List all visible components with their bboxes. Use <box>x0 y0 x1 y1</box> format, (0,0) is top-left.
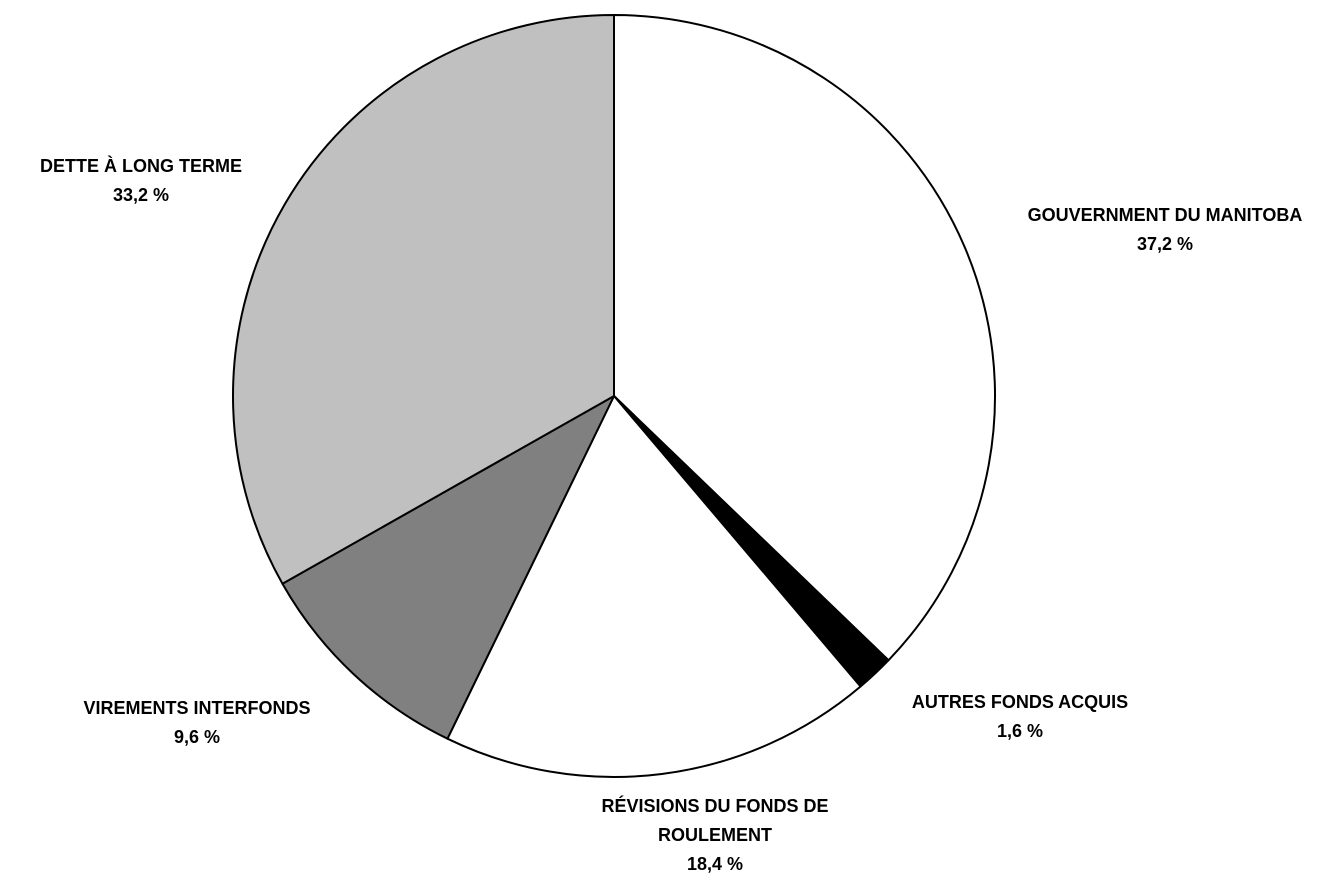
slice-label-dette-a-long-terme: DETTE À LONG TERME 33,2 % <box>40 155 242 205</box>
slice-label-line: VIREMENTS INTERFONDS <box>83 698 310 718</box>
slice-label-line: GOUVERNMENT DU MANITOBA <box>1028 205 1303 225</box>
pie-slice-gouvernment-du-manitoba <box>613 14 996 662</box>
slice-label-gouvernment-du-manitoba: GOUVERNMENT DU MANITOBA 37,2 % <box>1028 205 1303 254</box>
slice-label-line: RÉVISIONS DU FONDS DE <box>601 795 828 816</box>
slice-label-revisions-du-fonds-de-roulement: RÉVISIONS DU FONDS DE ROULEMENT 18,4 % <box>601 795 828 874</box>
pie-slice-revisions-du-fonds-de-roulement <box>446 395 862 778</box>
pie-slice-virements-interfonds <box>281 395 615 740</box>
slice-value-text: 37,2 % <box>1137 234 1193 254</box>
slice-label-virements-interfonds: VIREMENTS INTERFONDS 9,6 % <box>83 698 310 747</box>
slice-value-text: 18,4 % <box>687 854 743 874</box>
slice-label-line: DETTE À LONG TERME <box>40 155 242 176</box>
slice-label-line: AUTRES FONDS ACQUIS <box>912 692 1128 712</box>
slice-value-text: 33,2 % <box>113 185 169 205</box>
slice-label-autres-fonds-acquis: AUTRES FONDS ACQUIS 1,6 % <box>912 692 1128 741</box>
slice-value-text: 9,6 % <box>174 727 220 747</box>
pie-slice-dette-a-long-terme <box>232 14 615 585</box>
pie-slices <box>232 14 996 778</box>
pie-labels: GOUVERNMENT DU MANITOBA 37,2 % AUTRES FOND… <box>40 155 1302 874</box>
slice-label-line: ROULEMENT <box>658 825 772 845</box>
slice-value-text: 1,6 % <box>997 721 1043 741</box>
